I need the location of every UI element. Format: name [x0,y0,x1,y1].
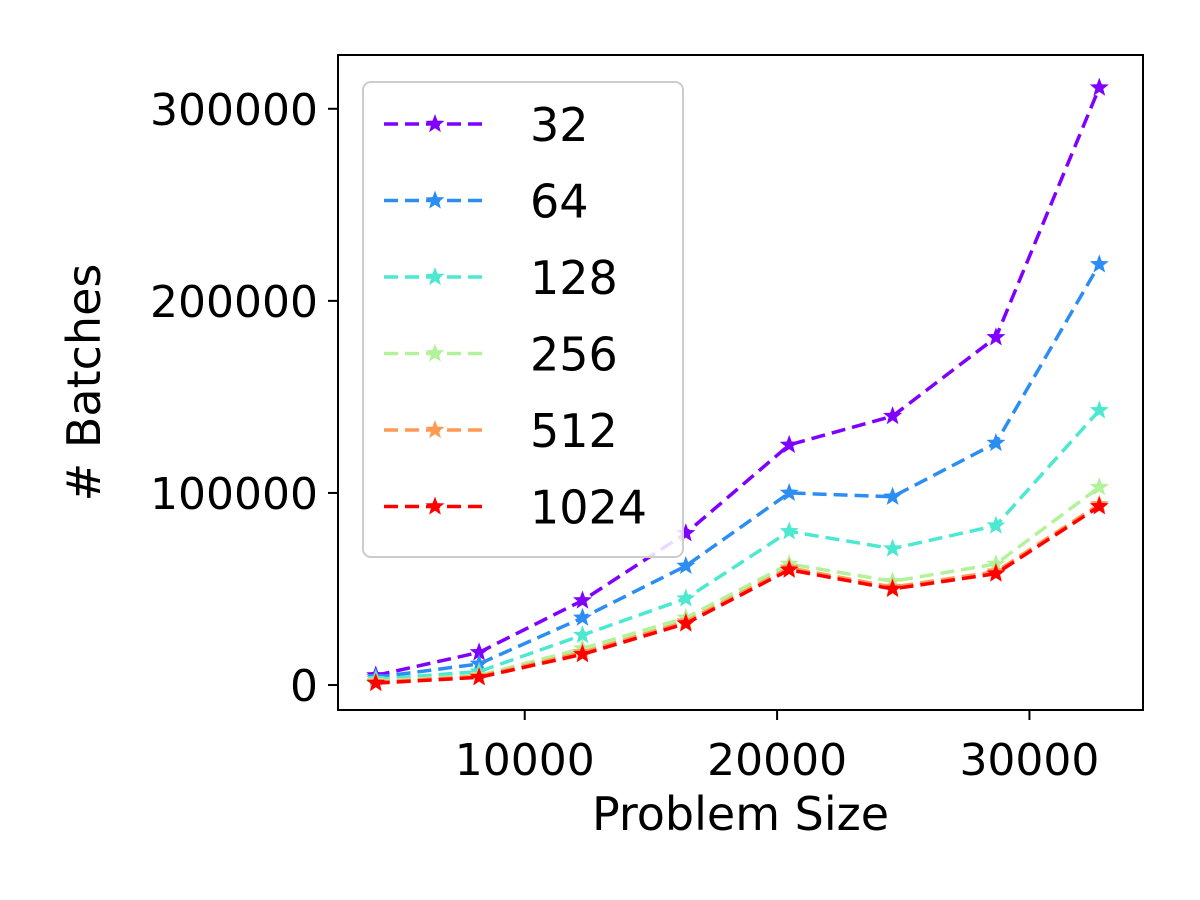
legend-marker-256 [425,343,445,362]
legend-marker-32 [425,114,445,133]
series-point-32 [469,642,489,661]
legend-label-512: 512 [530,404,618,458]
series-point-1024 [572,644,592,663]
series-point-64 [883,486,903,505]
series-point-64 [779,482,799,502]
series-point-1024 [1089,496,1109,515]
legend-item-32: 32 [384,98,589,152]
series-point-1024 [469,667,489,686]
series-point-128 [572,625,592,644]
series-point-1024 [779,559,799,578]
x-axis-title: Problem Size [592,787,889,841]
series-point-128 [1089,400,1109,419]
legend-item-512: 512 [384,404,618,458]
legend-item-128: 128 [384,251,618,305]
series-point-64 [572,607,592,626]
y-tick-label: 100000 [150,469,318,520]
series-line-32 [375,86,1101,678]
series-point-32 [986,327,1006,346]
y-tick-label: 200000 [150,277,318,328]
x-axis: 10000 20000 30000 [455,710,1099,786]
series-point-1024 [676,613,696,632]
plot-area-frame [337,54,1144,711]
series-point-1024 [366,673,386,692]
legend-marker-128 [425,267,445,286]
legend-label-128: 128 [530,251,618,305]
legend-label-1024: 1024 [530,481,647,535]
series-point-1024 [883,578,903,598]
series-line-128 [375,409,1101,682]
legend-box [362,81,684,558]
y-tick-label: 300000 [150,85,318,136]
series-1024 [366,496,1109,692]
legend-item-256: 256 [384,328,618,382]
series-point-32 [883,406,903,425]
series-point-256 [1089,477,1109,496]
legend: 32 64 128 256 512 1024 [362,81,684,558]
series-line-64 [375,263,1101,680]
legend-label-64: 64 [530,175,589,229]
series-point-64 [1089,254,1109,273]
series-point-128 [883,538,903,557]
legend-label-256: 256 [530,328,618,382]
series-point-128 [779,521,799,540]
legend-marker-64 [425,190,445,209]
series-point-32 [779,434,799,454]
series-layer [366,77,1109,692]
legend-marker-512 [425,420,445,439]
legend-marker-1024 [425,496,445,515]
series-point-32 [572,590,592,609]
x-tick-label: 30000 [959,735,1099,786]
series-point-64 [676,555,696,575]
y-axis: 0 100000 200000 300000 [150,85,338,712]
legend-label-32: 32 [530,98,589,152]
series-point-64 [986,433,1006,452]
series-point-128 [676,588,696,607]
x-tick-label: 20000 [707,735,847,786]
y-axis-title: # Batches [57,264,111,502]
legend-item-1024: 1024 [384,481,647,535]
series-point-128 [986,515,1006,534]
x-tick-label: 10000 [455,735,595,786]
series-point-32 [1089,77,1109,96]
y-tick-label: 0 [290,661,318,712]
series-point-1024 [986,563,1006,582]
series-point-32 [676,523,696,542]
legend-item-64: 64 [384,175,589,229]
